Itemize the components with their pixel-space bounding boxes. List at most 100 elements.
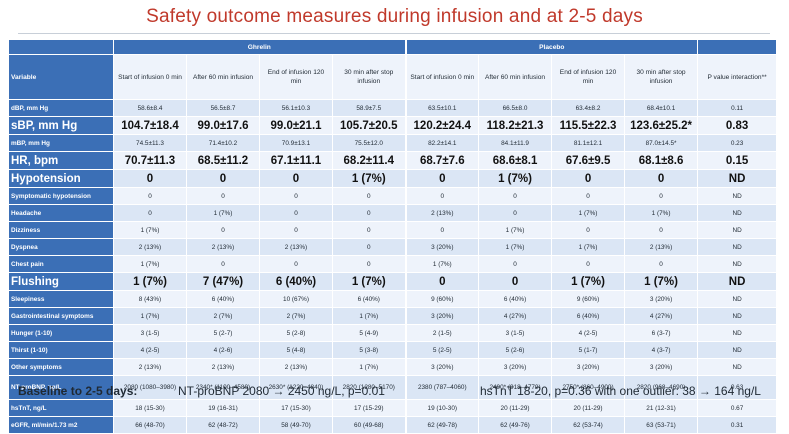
table-cell: 6 (40%) [478, 290, 553, 308]
table-cell: 0 [478, 272, 553, 291]
table-cell: 5 (2-8) [259, 324, 333, 342]
table-cell: 68.5±11.2 [186, 151, 260, 170]
table-cell: 6 (40%) [259, 272, 333, 291]
table-cell: 0 [478, 255, 553, 273]
table-cell: 8 (43%) [113, 290, 187, 308]
table-cell: 56.5±8.7 [186, 99, 260, 117]
table-cell: 58.6±8.4 [113, 99, 187, 117]
table-row: Dizziness 1 (7%) 0 0 0 0 1 (7%) 0 0 ND [8, 221, 778, 239]
table-cell: 60 (49-68) [331, 416, 407, 434]
row-label: mBP, mm Hg [8, 134, 114, 152]
table-cell: 0 [551, 187, 626, 205]
variable-header: Variable [8, 54, 114, 100]
row-label: hsTnT, ng/L [8, 399, 114, 417]
table-cell: 0 [113, 187, 187, 205]
table-cell: 120.2±24.4 [404, 116, 480, 135]
table-row: hsTnT, ng/L 18 (15-30) 19 (16-31) 17 (15-30… [8, 399, 778, 417]
table-cell: 1 (7%) [404, 255, 480, 273]
table-row: Gastrointestinal symptoms 1 (7%) 2 (7%) 2 (… [8, 307, 778, 325]
table-cell: 66 (48-70) [113, 416, 187, 434]
table-cell: 1 (7%) [551, 238, 626, 256]
table-cell: 2 (13%) [404, 204, 480, 222]
title-divider [18, 33, 770, 34]
table-cell: 75.5±12.0 [331, 134, 407, 152]
table-cell: 10 (67%) [259, 290, 333, 308]
table-cell: 4 (2-6) [186, 341, 260, 359]
table-cell: 82.2±14.1 [404, 134, 480, 152]
row-label: Other symptoms [8, 358, 114, 376]
table-cell: 115.5±22.3 [551, 116, 626, 135]
table-cell: 68.7±7.6 [404, 151, 480, 170]
table-cell: 5 (4-9) [331, 324, 407, 342]
table-cell: 1 (7%) [113, 272, 187, 291]
table-cell: 5 (1-7) [551, 341, 626, 359]
table-cell: 2750* (860–4900) [551, 375, 626, 400]
table-cell: 123.6±25.2* [624, 116, 699, 135]
slide: Safety outcome measures during infusion … [8, 6, 778, 434]
table-cell: 0 [404, 221, 480, 239]
column-header: Start of infusion 0 min [113, 54, 187, 100]
table-cell: 18 (15-30) [113, 399, 187, 417]
table-row: mBP, mm Hg 74.5±11.3 71.4±10.2 70.9±13.1 75.… [8, 134, 778, 152]
pvalue-cell: 0.31 [697, 416, 778, 434]
table-cell: 6 (40%) [331, 290, 407, 308]
footer-ntprobnp-note: NT-proBNP 2080 → 2450 ng/L, p=0.01 [178, 384, 385, 398]
table-cell: 3 (20%) [404, 307, 480, 325]
table-row: eGFR, ml/min/1.73 m2 66 (48-70) 62 (48-72)… [8, 416, 778, 434]
table-cell: 0 [331, 221, 407, 239]
table-cell: 0 [404, 169, 480, 188]
table-cell: 58.9±7.5 [331, 99, 407, 117]
pvalue-cell: ND [697, 324, 778, 342]
table-row: Hypotension 0 0 0 1 (7%) 0 1 (7%) 0 0 ND [8, 169, 778, 188]
table-cell: 20 (11-29) [551, 399, 626, 417]
table-cell: 63.4±8.2 [551, 99, 626, 117]
table-cell: 0 [624, 255, 699, 273]
timepoint-header-row: Variable Start of infusion 0 min After 6… [8, 54, 778, 100]
pvalue-cell: ND [697, 221, 778, 239]
table-cell: 0 [331, 204, 407, 222]
table-row: Dyspnea 2 (13%) 2 (13%) 2 (13%) 0 3 (20%) 1 (7… [8, 238, 778, 256]
table-cell: 3 (1-5) [113, 324, 187, 342]
table-cell: 1 (7%) [113, 307, 187, 325]
table-cell: 63 (53-71) [624, 416, 699, 434]
table-cell: 5 (2-7) [186, 324, 260, 342]
table-cell: 4 (27%) [478, 307, 553, 325]
pvalue-cell: 0.11 [697, 99, 778, 117]
table-cell: 6 (3-7) [624, 324, 699, 342]
table-cell: 2820 (968–4690) [624, 375, 699, 400]
table-cell: 9 (60%) [551, 290, 626, 308]
table-cell: 2490* (918–4770) [478, 375, 553, 400]
row-label: HR, bpm [8, 151, 114, 170]
table-cell: 87.0±14.5* [624, 134, 699, 152]
table-row: Symptomatic hypotension 0 0 0 0 0 0 0 0 ND [8, 187, 778, 205]
table-row: Thirst (1-10) 4 (2-5) 4 (2-6) 5 (4-8) 5 (3-8… [8, 341, 778, 359]
row-label: eGFR, ml/min/1.73 m2 [8, 416, 114, 434]
table-cell: 6 (40%) [186, 290, 260, 308]
table-cell: 0 [186, 255, 260, 273]
table-cell: 58 (49-70) [259, 416, 333, 434]
table-cell: 19 (10-30) [404, 399, 480, 417]
table-cell: 3 (20%) [404, 238, 480, 256]
pvalue-cell: ND [697, 255, 778, 273]
table-cell: 2 (13%) [624, 238, 699, 256]
table-cell: 0 [186, 187, 260, 205]
table-cell: 99.0±21.1 [259, 116, 333, 135]
table-cell: 0 [259, 204, 333, 222]
table-cell: 21 (12-31) [624, 399, 699, 417]
table-cell: 1 (7%) [331, 307, 407, 325]
table-cell: 81.1±12.1 [551, 134, 626, 152]
table-cell: 19 (16-31) [186, 399, 260, 417]
table-cell: 1 (7%) [331, 358, 407, 376]
table-cell: 1 (7%) [478, 221, 553, 239]
table-cell: 0 [624, 187, 699, 205]
table-cell: 99.0±17.6 [186, 116, 260, 135]
table-cell: 1 (7%) [478, 169, 553, 188]
table-cell: 4 (3-7) [624, 341, 699, 359]
table-row: Hunger (1-10) 3 (1-5) 5 (2-7) 5 (2-8) 5 (4-9… [8, 324, 778, 342]
table-cell: 0 [259, 221, 333, 239]
table-cell: 0 [404, 272, 480, 291]
table-cell: 70.7±11.3 [113, 151, 187, 170]
table-cell: 2 (13%) [113, 238, 187, 256]
table-cell: 0 [624, 169, 699, 188]
table-cell: 5 (4-8) [259, 341, 333, 359]
